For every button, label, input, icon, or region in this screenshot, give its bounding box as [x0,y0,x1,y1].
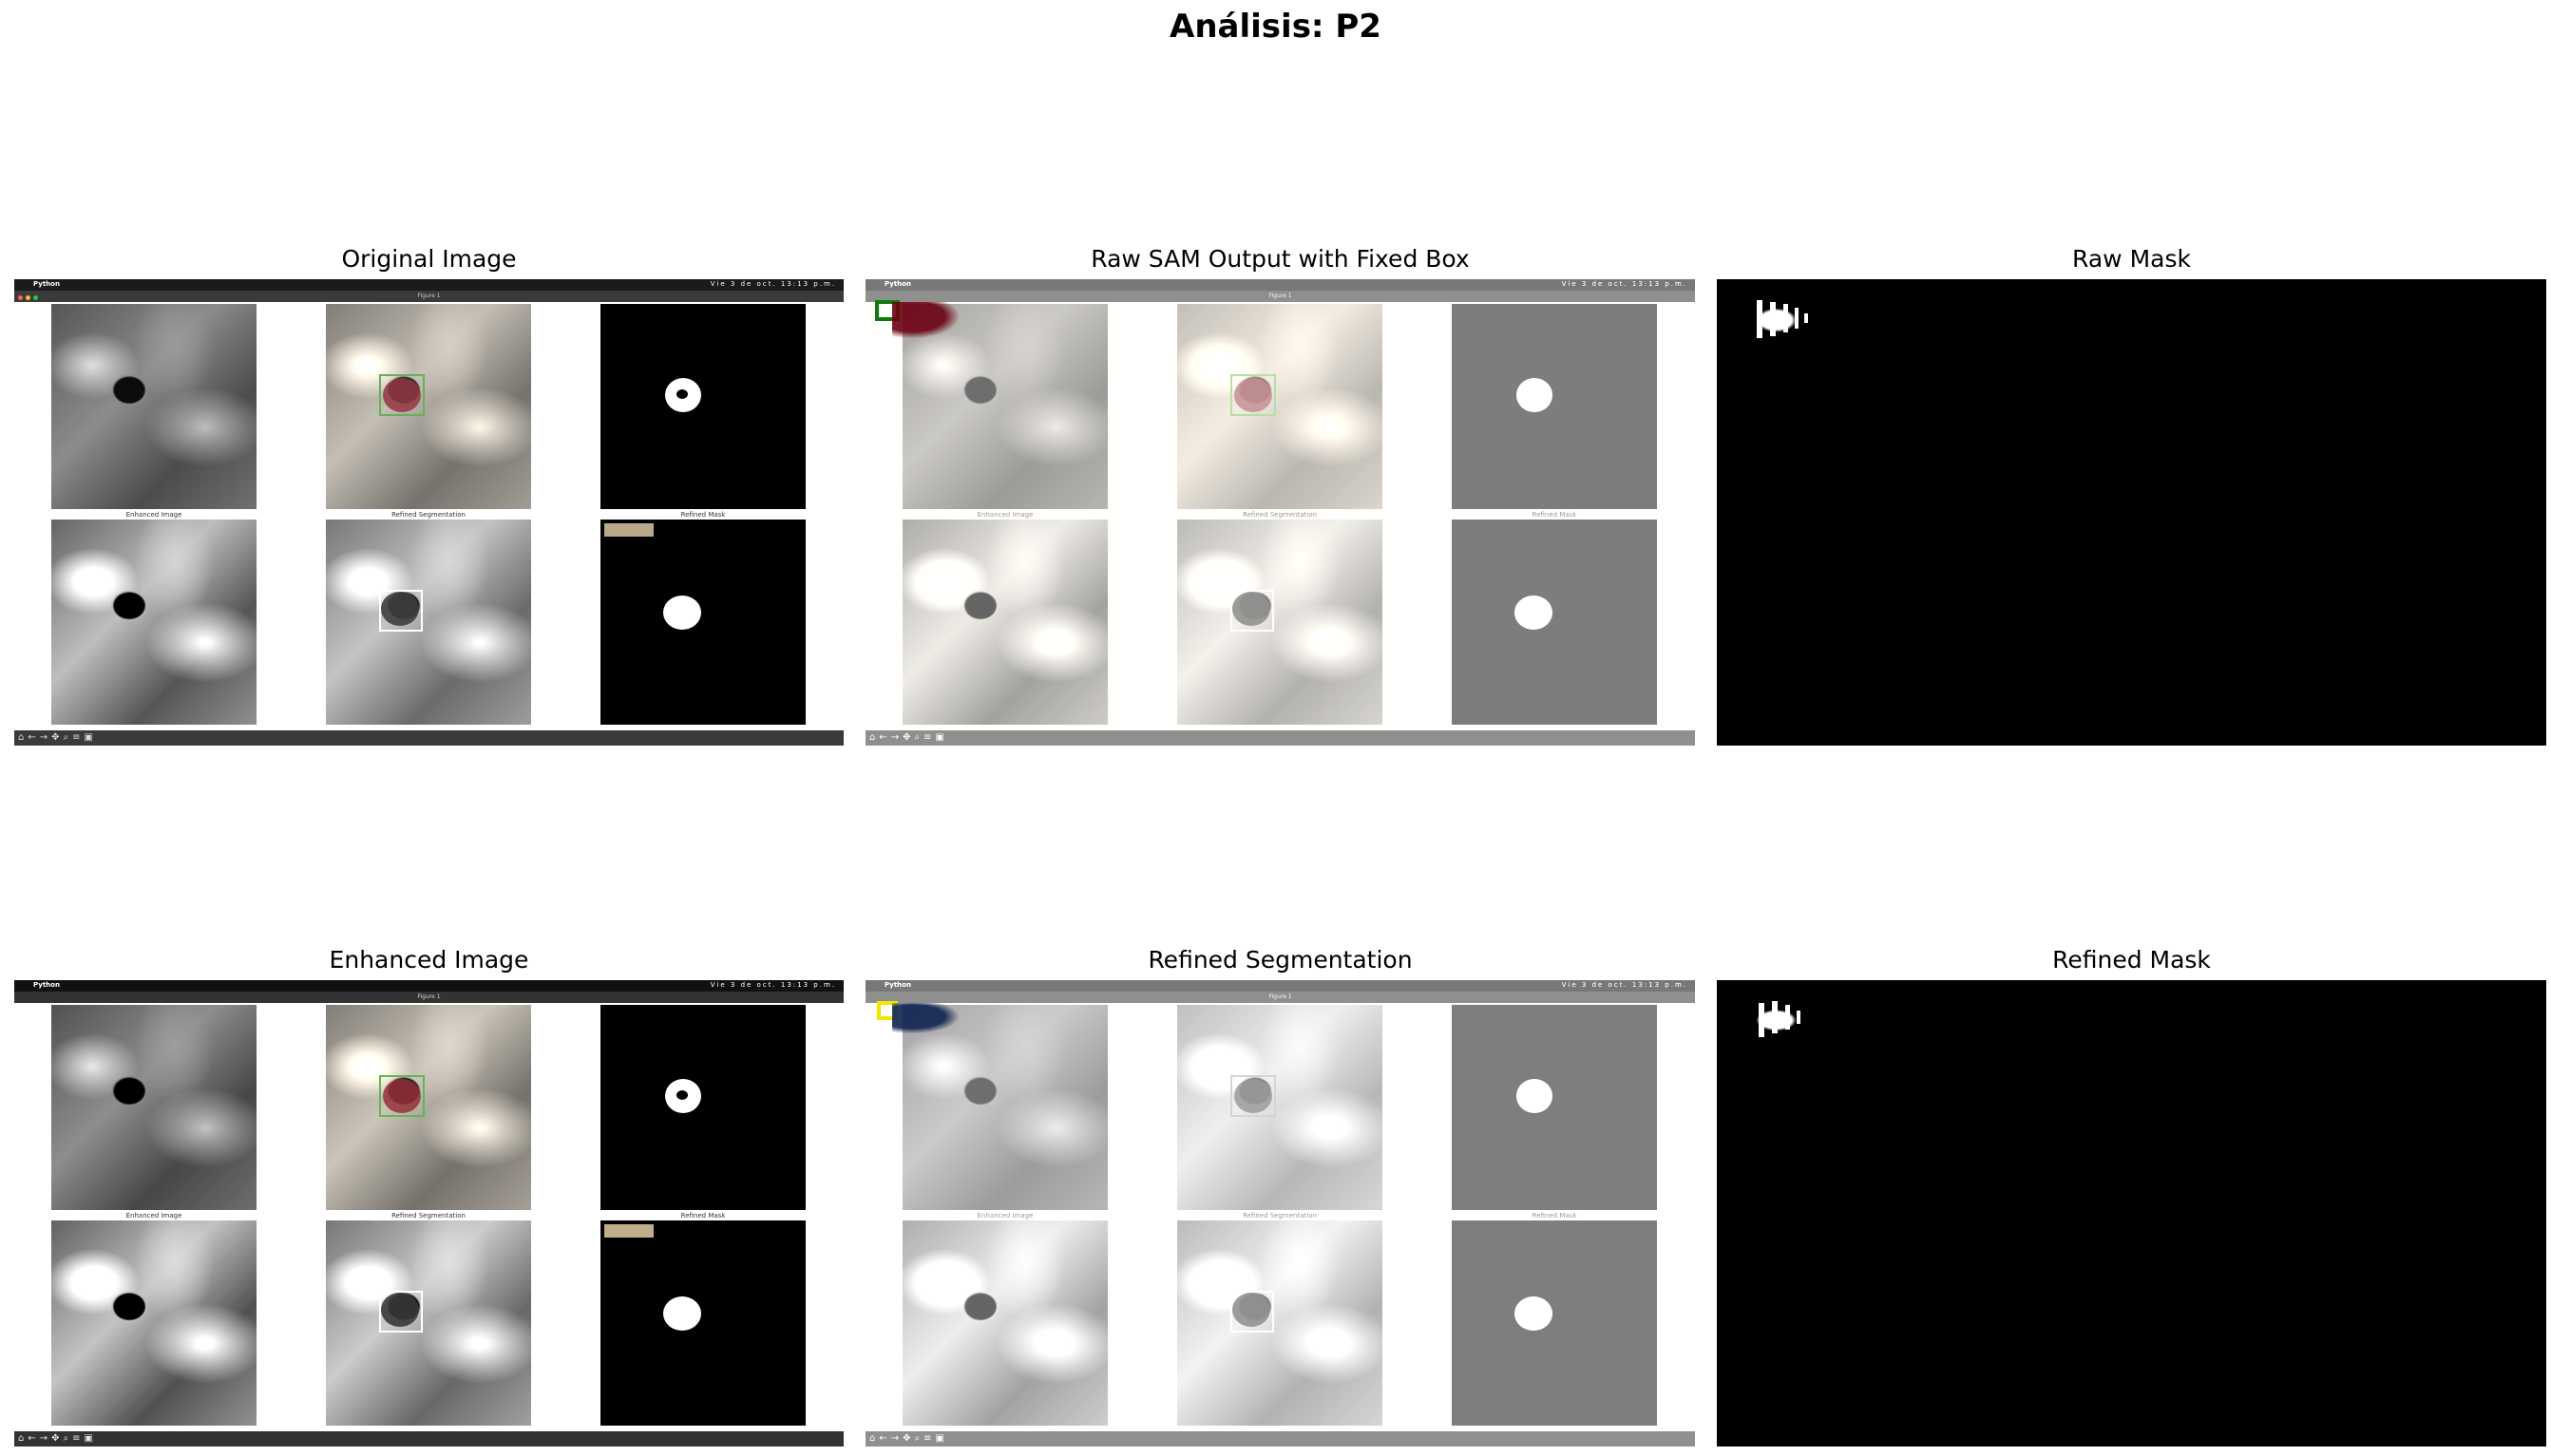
panel-refined-segmentation: Python Vie 3 de oct. 13:13 p.m. Figure 1 … [866,980,1695,1447]
panel-original-image: Python Vie 3 de oct. 13:13 p.m. Figure 1… [14,279,844,746]
panel-title-raw-mask: Raw Mask [2072,245,2191,273]
thumb-mask-2 [600,520,806,725]
caption-mask: Refined Mask [680,511,726,519]
legend-box [604,523,654,537]
embedded-screenshot: Python Vie 3 de oct. 13:13 p.m. Figure 1… [14,279,844,746]
thumb-segmentation-2 [326,520,531,725]
figure-title: Análisis: P2 [1170,8,1381,46]
panel-title-enhanced-image: Enhanced Image [329,946,529,974]
thumb-enhanced-2 [51,520,257,725]
thumb-mask-1 [600,304,806,509]
embedded-window-title: Figure 1 [417,293,441,299]
panel-enhanced-image: Python Vie 3 de oct. 13:13 p.m. Figure 1 … [14,980,844,1447]
green-box [379,374,425,416]
panel-title-refined-segmentation: Refined Segmentation [1148,946,1413,974]
panel-raw-mask [1717,279,2546,746]
raw-sam-mask-overlay [892,302,959,338]
thumb-segmentation-1 [326,304,531,509]
blue-mask [381,592,419,626]
caption-segmentation: Refined Segmentation [391,511,466,519]
embedded-menubar: Python Vie 3 de oct. 13:13 p.m. [14,279,844,291]
panel-title-refined-mask: Refined Mask [2052,946,2211,974]
red-mask [383,378,421,412]
embedded-app-name: Python [33,280,60,288]
embedded-titlebar: Figure 1 [14,291,844,302]
embedded-toolbar: ⌂←→✥⌕≡▣ [14,730,844,746]
panel-title-original-image: Original Image [341,245,517,273]
mask-blob [663,596,701,630]
caption-enhanced: Enhanced Image [125,511,182,519]
thumb-enhanced-1 [51,304,257,509]
embedded-screenshot-overlay: Python Vie 3 de oct. 13:13 p.m. Figure 1 … [866,279,1695,746]
panel-title-raw-sam-output: Raw SAM Output with Fixed Box [1091,245,1470,273]
embedded-clock: Vie 3 de oct. 13:13 p.m. [710,280,836,288]
yellow-box [379,590,423,632]
panel-raw-sam-output: Python Vie 3 de oct. 13:13 p.m. Figure 1 … [866,279,1695,746]
refined-mask-overlay [892,1003,959,1033]
panel-refined-mask [1717,980,2546,1447]
